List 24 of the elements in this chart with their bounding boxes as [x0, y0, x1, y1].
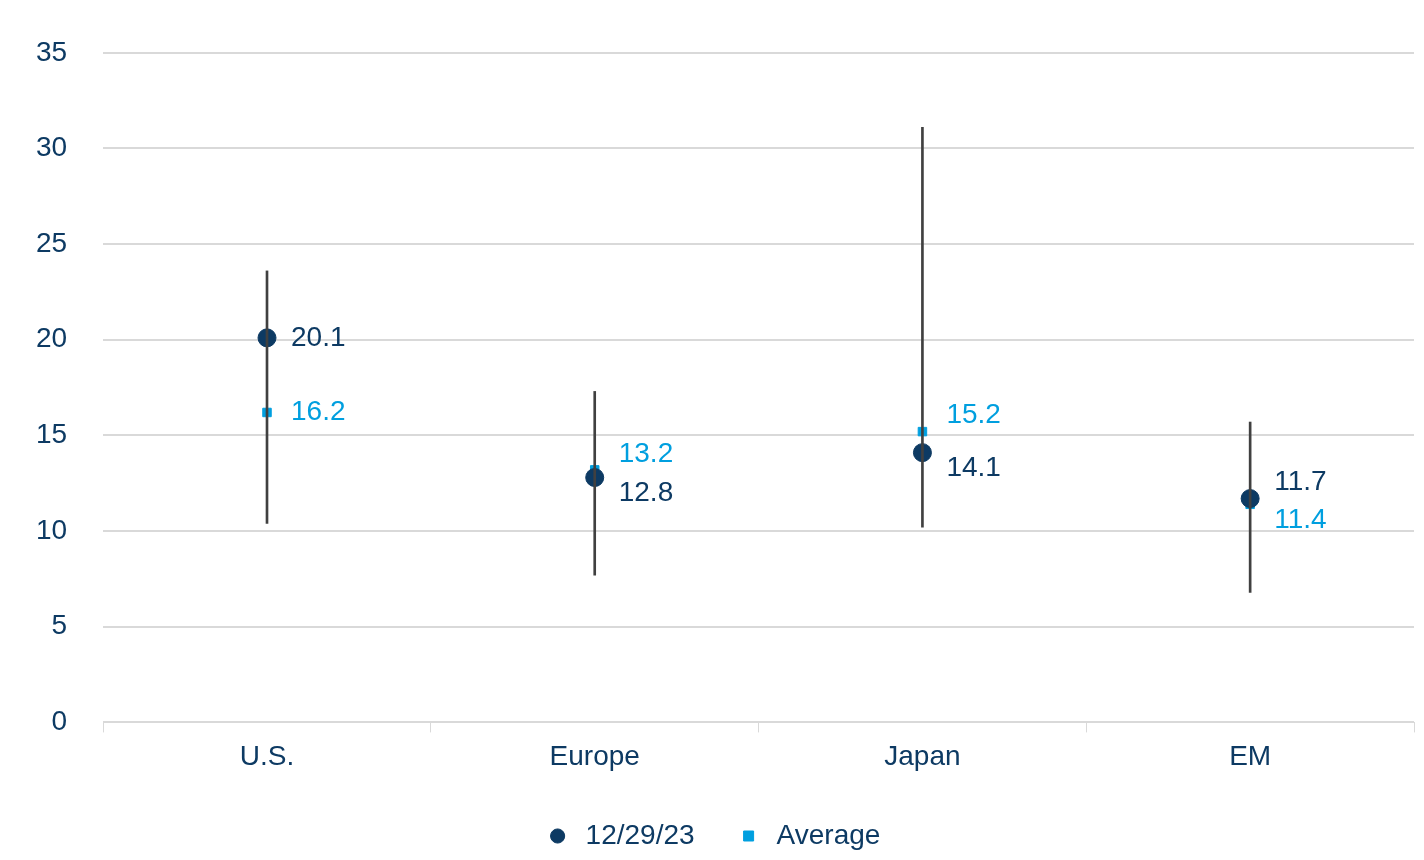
y-tick-label: 10	[35, 513, 68, 545]
legend-label: 12/29/23	[585, 818, 695, 850]
y-tick-label: 5	[51, 609, 68, 641]
bar	[921, 127, 924, 528]
x-tick-label: U.S.	[239, 739, 295, 771]
x-tick-label: EM	[1229, 739, 1272, 771]
data-label: 16.2	[291, 395, 346, 427]
data-label: 14.1	[946, 451, 1001, 483]
x-tick-label: Japan	[884, 739, 961, 771]
y-tick-label: 35	[35, 35, 68, 67]
bar	[593, 391, 597, 576]
data-label: 11.4	[1274, 503, 1327, 535]
data-label: 15.2	[946, 398, 1001, 430]
y-tick-label: 25	[35, 226, 68, 258]
y-tick-label: 0	[51, 705, 68, 737]
legend-label: Average	[776, 818, 881, 850]
data-label: 20.1	[291, 320, 346, 352]
data-label: 13.2	[618, 436, 674, 468]
y-tick-label: 20	[35, 322, 68, 354]
data-label: 11.7	[1274, 465, 1327, 497]
data-label: 12.8	[618, 476, 674, 508]
x-tick-label: Europe	[549, 739, 640, 771]
y-tick-label: 30	[35, 131, 68, 163]
y-tick-label: 15	[35, 418, 68, 450]
